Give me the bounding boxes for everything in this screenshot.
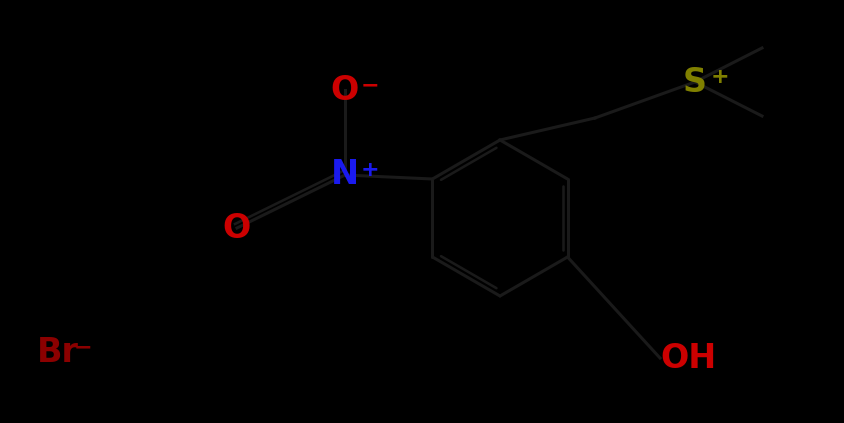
Text: +: + [361, 160, 380, 180]
Text: N: N [331, 159, 359, 192]
Text: −: − [361, 75, 380, 95]
Text: O: O [223, 212, 252, 244]
Text: OH: OH [660, 341, 717, 374]
Text: S: S [683, 66, 707, 99]
Text: +: + [711, 67, 729, 87]
Text: Br: Br [37, 335, 79, 368]
Text: O: O [331, 74, 360, 107]
Text: −: − [74, 337, 93, 357]
